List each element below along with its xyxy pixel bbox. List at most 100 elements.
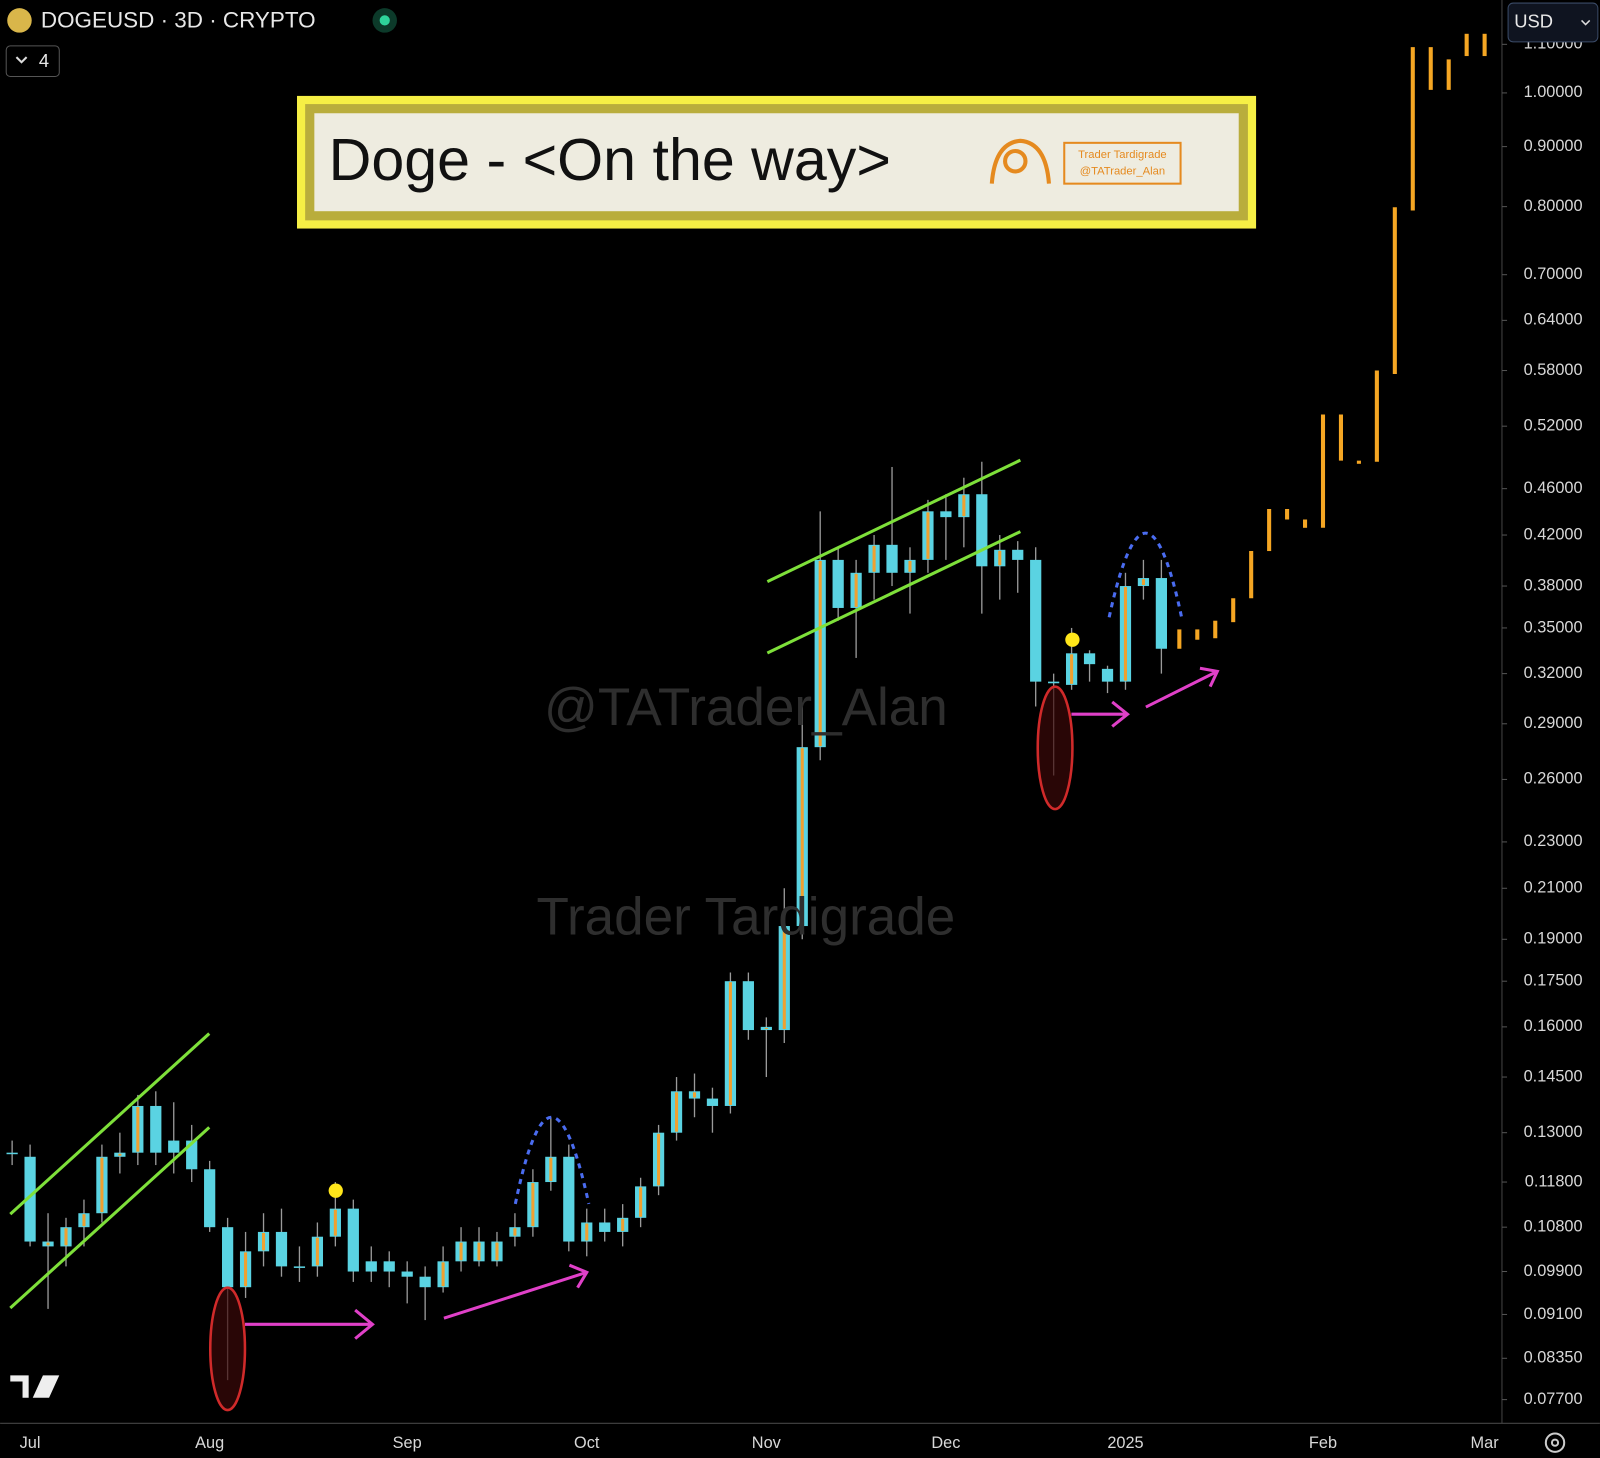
candle-body — [940, 511, 952, 518]
axes: 1.100001.000000.900000.800000.700000.640… — [20, 35, 1583, 1452]
status-dot — [379, 15, 390, 26]
candle-body — [150, 1105, 162, 1153]
candle-body-accent — [549, 1157, 553, 1182]
candle-body-accent — [854, 573, 858, 607]
candle-body — [275, 1231, 288, 1267]
candle-body-accent — [764, 1027, 768, 1030]
candle-body — [6, 1152, 18, 1155]
y-tick-label: 0.46000 — [1524, 479, 1583, 497]
candle-body-accent — [459, 1242, 463, 1261]
currency-button[interactable] — [1507, 2, 1599, 43]
candle-body-accent — [477, 1242, 481, 1261]
y-tick-label: 0.13000 — [1524, 1123, 1583, 1141]
candle-body — [419, 1276, 431, 1288]
candle-body — [168, 1140, 180, 1153]
candle-body — [599, 1222, 611, 1232]
logo-text: Trader Tardigrade — [1078, 149, 1167, 161]
candle-body — [832, 559, 844, 608]
candle-body-accent — [531, 1183, 535, 1227]
candle-body — [742, 981, 754, 1031]
candle-body-accent — [244, 1252, 248, 1287]
candle-body-accent — [46, 1242, 50, 1246]
y-tick-label: 0.11800 — [1525, 1172, 1583, 1190]
channel-lines — [9, 458, 1022, 1310]
y-tick-label: 0.07700 — [1524, 1390, 1583, 1408]
candle-body-accent — [82, 1214, 86, 1227]
plot — [6, 33, 1487, 1381]
candle-body — [1012, 549, 1024, 560]
watermark: Trader Tardigrade — [537, 887, 956, 946]
candle-body-accent — [441, 1262, 445, 1287]
candle-body-accent — [261, 1232, 266, 1251]
x-tick-label: Mar — [1471, 1434, 1500, 1452]
candle-body — [365, 1261, 377, 1272]
candle-body — [186, 1140, 198, 1170]
x-tick-label: Sep — [393, 1434, 422, 1452]
candle-body-accent — [657, 1133, 661, 1186]
candle-body-accent — [728, 982, 732, 1105]
indicator-toggle[interactable] — [5, 45, 60, 78]
y-tick-label: 0.16000 — [1524, 1017, 1583, 1035]
candle-body — [886, 544, 898, 573]
logo-box — [1063, 141, 1182, 185]
candle-body — [1155, 578, 1167, 649]
settings-icon — [1550, 1438, 1560, 1447]
candle-body — [293, 1266, 306, 1268]
y-tick-label: 0.90000 — [1524, 137, 1583, 155]
y-tick-label: 0.23000 — [1524, 832, 1583, 850]
y-tick-label: 0.21000 — [1524, 879, 1583, 897]
x-tick-label: Aug — [195, 1434, 224, 1452]
settings-button[interactable] — [1544, 1432, 1566, 1453]
x-tick-label: Dec — [931, 1434, 960, 1452]
y-tick-label: 0.09900 — [1524, 1262, 1583, 1280]
candle-body-accent — [675, 1092, 679, 1132]
candle-body — [401, 1271, 413, 1277]
y-tick-label: 0.17500 — [1524, 972, 1583, 990]
y-tick-label: 0.58000 — [1524, 361, 1583, 379]
y-tick-label: 0.10800 — [1524, 1217, 1583, 1235]
candle-body — [1101, 668, 1114, 682]
pattern-arcs — [513, 531, 1184, 1205]
candle-body-accent — [513, 1228, 517, 1236]
logo-text: @TATrader_Alan — [1080, 165, 1165, 177]
candle-body-accent — [926, 512, 930, 559]
chevron — [1581, 19, 1591, 26]
candle-body-accent — [872, 545, 876, 572]
candle-body-accent — [800, 748, 804, 926]
candle-body — [24, 1156, 36, 1242]
x-tick-label: Feb — [1309, 1434, 1337, 1452]
y-tick-label: 0.19000 — [1524, 930, 1583, 948]
candle-body-accent — [118, 1153, 122, 1156]
y-tick-label: 0.26000 — [1524, 770, 1583, 788]
watermark: @TATrader_Alan — [544, 678, 948, 737]
candle-body — [383, 1261, 395, 1272]
x-tick-label: Nov — [752, 1434, 782, 1452]
x-tick-label: Jul — [20, 1434, 41, 1452]
y-tick-label: 0.29000 — [1524, 714, 1583, 732]
arrows — [244, 666, 1220, 1340]
y-tick-label: 0.64000 — [1524, 311, 1583, 329]
symbol-icon — [7, 8, 32, 33]
candle-body-accent — [998, 550, 1002, 566]
candle-body-accent — [621, 1218, 625, 1231]
candle-body-accent — [1070, 654, 1074, 684]
y-tick-label: 0.08350 — [1524, 1349, 1583, 1367]
y-tick-label: 0.38000 — [1524, 576, 1583, 594]
candle-body-accent — [333, 1209, 337, 1236]
candle-body — [563, 1156, 575, 1242]
symbol: DOGEUSD · 3D · CRYPTO — [41, 7, 316, 32]
candle-body — [1048, 681, 1060, 684]
candle-body-accent — [1141, 579, 1145, 586]
candle-body-accent — [136, 1106, 140, 1152]
y-tick-label: 0.32000 — [1524, 664, 1583, 682]
indicator-count: 4 — [39, 50, 49, 71]
candle-body-accent — [495, 1242, 499, 1261]
y-tick-label: 0.14500 — [1524, 1067, 1583, 1085]
x-tick-label: 2025 — [1107, 1434, 1143, 1452]
y-tick-label: 0.42000 — [1524, 525, 1583, 543]
candle-body-accent — [315, 1237, 319, 1266]
candle-body-accent — [962, 495, 966, 517]
y-tick-label: 0.52000 — [1524, 416, 1583, 434]
